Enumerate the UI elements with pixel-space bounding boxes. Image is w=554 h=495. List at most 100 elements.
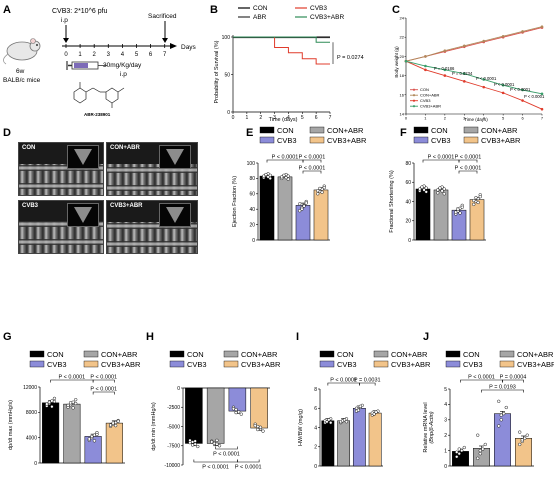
bar-con-abr	[433, 189, 449, 241]
sacrifice-arrow-head	[162, 38, 168, 43]
y-tick-label: 2	[444, 433, 447, 439]
data-point	[237, 410, 241, 414]
bodyweight-point	[462, 44, 466, 48]
data-point	[215, 438, 219, 442]
bodyweight-x-tick-label: 3	[463, 116, 466, 121]
legend-label: CVB3+ABR	[101, 360, 141, 369]
legend-label: CVB3+ABR	[327, 136, 367, 145]
significance-bracket	[458, 170, 478, 174]
legend-swatch	[83, 360, 99, 368]
significance-bracket	[215, 446, 238, 450]
legend-swatch	[445, 360, 461, 368]
bar-cvb3-abr	[250, 387, 268, 429]
data-point	[478, 452, 482, 456]
data-point	[193, 442, 197, 446]
survival-y-tick-label: 50	[224, 72, 230, 78]
legend-label: CVB3+ABR	[241, 360, 281, 369]
data-point	[108, 423, 113, 427]
bodyweight-p-value: P < 0.0001	[494, 82, 515, 87]
panel-letter-a: A	[3, 4, 11, 16]
p-value-label: P < 0.0001	[299, 166, 326, 172]
data-point	[261, 429, 265, 433]
survival-y-label: Probability of Survival (%)	[214, 40, 220, 103]
panel-letter-d: D	[3, 127, 11, 139]
data-point	[256, 424, 260, 429]
days-label: Days	[181, 44, 197, 51]
legend-swatch	[223, 350, 239, 358]
data-point	[476, 456, 480, 460]
data-point	[418, 187, 422, 191]
survival-y-tick-label: 0	[227, 110, 230, 116]
legend-label: CON	[337, 350, 354, 359]
survival-x-tick-label: 0	[232, 115, 235, 121]
bar-cvb3	[352, 408, 366, 467]
data-point	[111, 421, 115, 425]
survival-legend-label: CVB3	[310, 5, 327, 12]
y-axis-label: dp/dt max (mmHg/s)	[8, 400, 14, 450]
bodyweight-y-tick-label: 16	[400, 92, 405, 97]
p-value-label: P < 0.0001	[455, 166, 482, 172]
data-point	[478, 195, 482, 199]
bar-cvb3-abr	[515, 438, 532, 467]
survival-line-cvb3	[233, 36, 330, 65]
data-point	[188, 441, 192, 445]
data-point	[442, 187, 446, 191]
y-tick-label: 40	[405, 199, 411, 205]
p-value-label: P < 0.0001	[59, 375, 86, 381]
y-tick-label: 20	[249, 222, 255, 228]
data-point	[457, 452, 461, 456]
bodyweight-y-tick-label: 18	[400, 73, 405, 78]
bar-cvb3	[228, 387, 247, 412]
data-point	[518, 442, 522, 447]
survival-x-tick-label: 7	[329, 115, 332, 121]
data-point	[316, 192, 320, 196]
legend-swatch	[309, 136, 325, 144]
legend-label: CVB3	[47, 360, 67, 369]
y-tick-label: 0	[177, 386, 180, 392]
bodyweight-point	[443, 74, 447, 77]
data-point	[212, 441, 216, 446]
data-point	[499, 418, 503, 422]
bodyweight-point	[424, 68, 427, 72]
bodyweight-legend-label: CON	[420, 87, 429, 92]
echo-label-con: CON	[22, 145, 36, 151]
y-axis-label: dp/dt min (mmHg/s)	[151, 402, 157, 450]
legend-label: CVB3+ABR	[481, 136, 521, 145]
data-point	[318, 186, 322, 191]
y-tick-label: 2	[314, 445, 317, 451]
legend-swatch	[499, 360, 515, 368]
data-point	[327, 418, 331, 422]
legend-swatch	[319, 360, 335, 368]
legend-swatch	[319, 350, 335, 358]
data-point	[342, 418, 347, 422]
panel-i: I CON CON+ABR CVB3 CVB3+ABR 0 2 4 6 8 HW/BW (mg/g)…	[296, 331, 431, 470]
y-tick-label: -7500	[167, 444, 180, 450]
bodyweight-y-label: Body weight (g)	[394, 46, 399, 78]
bodyweight-line-1	[405, 26, 543, 62]
survival-legend-label: CON	[253, 5, 268, 12]
data-point	[234, 411, 238, 415]
bodyweight-point	[482, 78, 486, 81]
p-value-label: P = 0.0004	[500, 375, 527, 381]
panel-a: A CVB3: 2*10^6 pfu i.p Sacrificed 0 1 2 3 4 5…	[3, 4, 197, 117]
bodyweight-legend-label: CVB3+ABR	[420, 104, 441, 109]
panel-f: F CON CON+ABR CVB3 CVB3+ABR 0 20 40 60 80 Fraction…	[389, 126, 521, 244]
bodyweight-legend-marker	[412, 88, 416, 91]
bodyweight-x-tick-label: 5	[502, 116, 505, 121]
legend-swatch	[445, 350, 461, 358]
data-point	[520, 438, 524, 442]
panel-letter-c: C	[392, 4, 400, 16]
survival-p-value: P = 0.0274	[337, 55, 364, 61]
timeline-tick-label: 2	[93, 52, 97, 58]
data-point	[304, 201, 308, 205]
bar-con	[259, 175, 275, 241]
survival-x-label: Time (days)	[269, 117, 298, 123]
bodyweight-point	[501, 83, 505, 87]
data-point	[280, 175, 284, 179]
significance-bracket	[92, 379, 115, 383]
panel-letter-b: B	[210, 4, 218, 16]
data-point	[114, 424, 118, 428]
bodyweight-point	[462, 80, 466, 83]
data-point	[344, 420, 349, 424]
